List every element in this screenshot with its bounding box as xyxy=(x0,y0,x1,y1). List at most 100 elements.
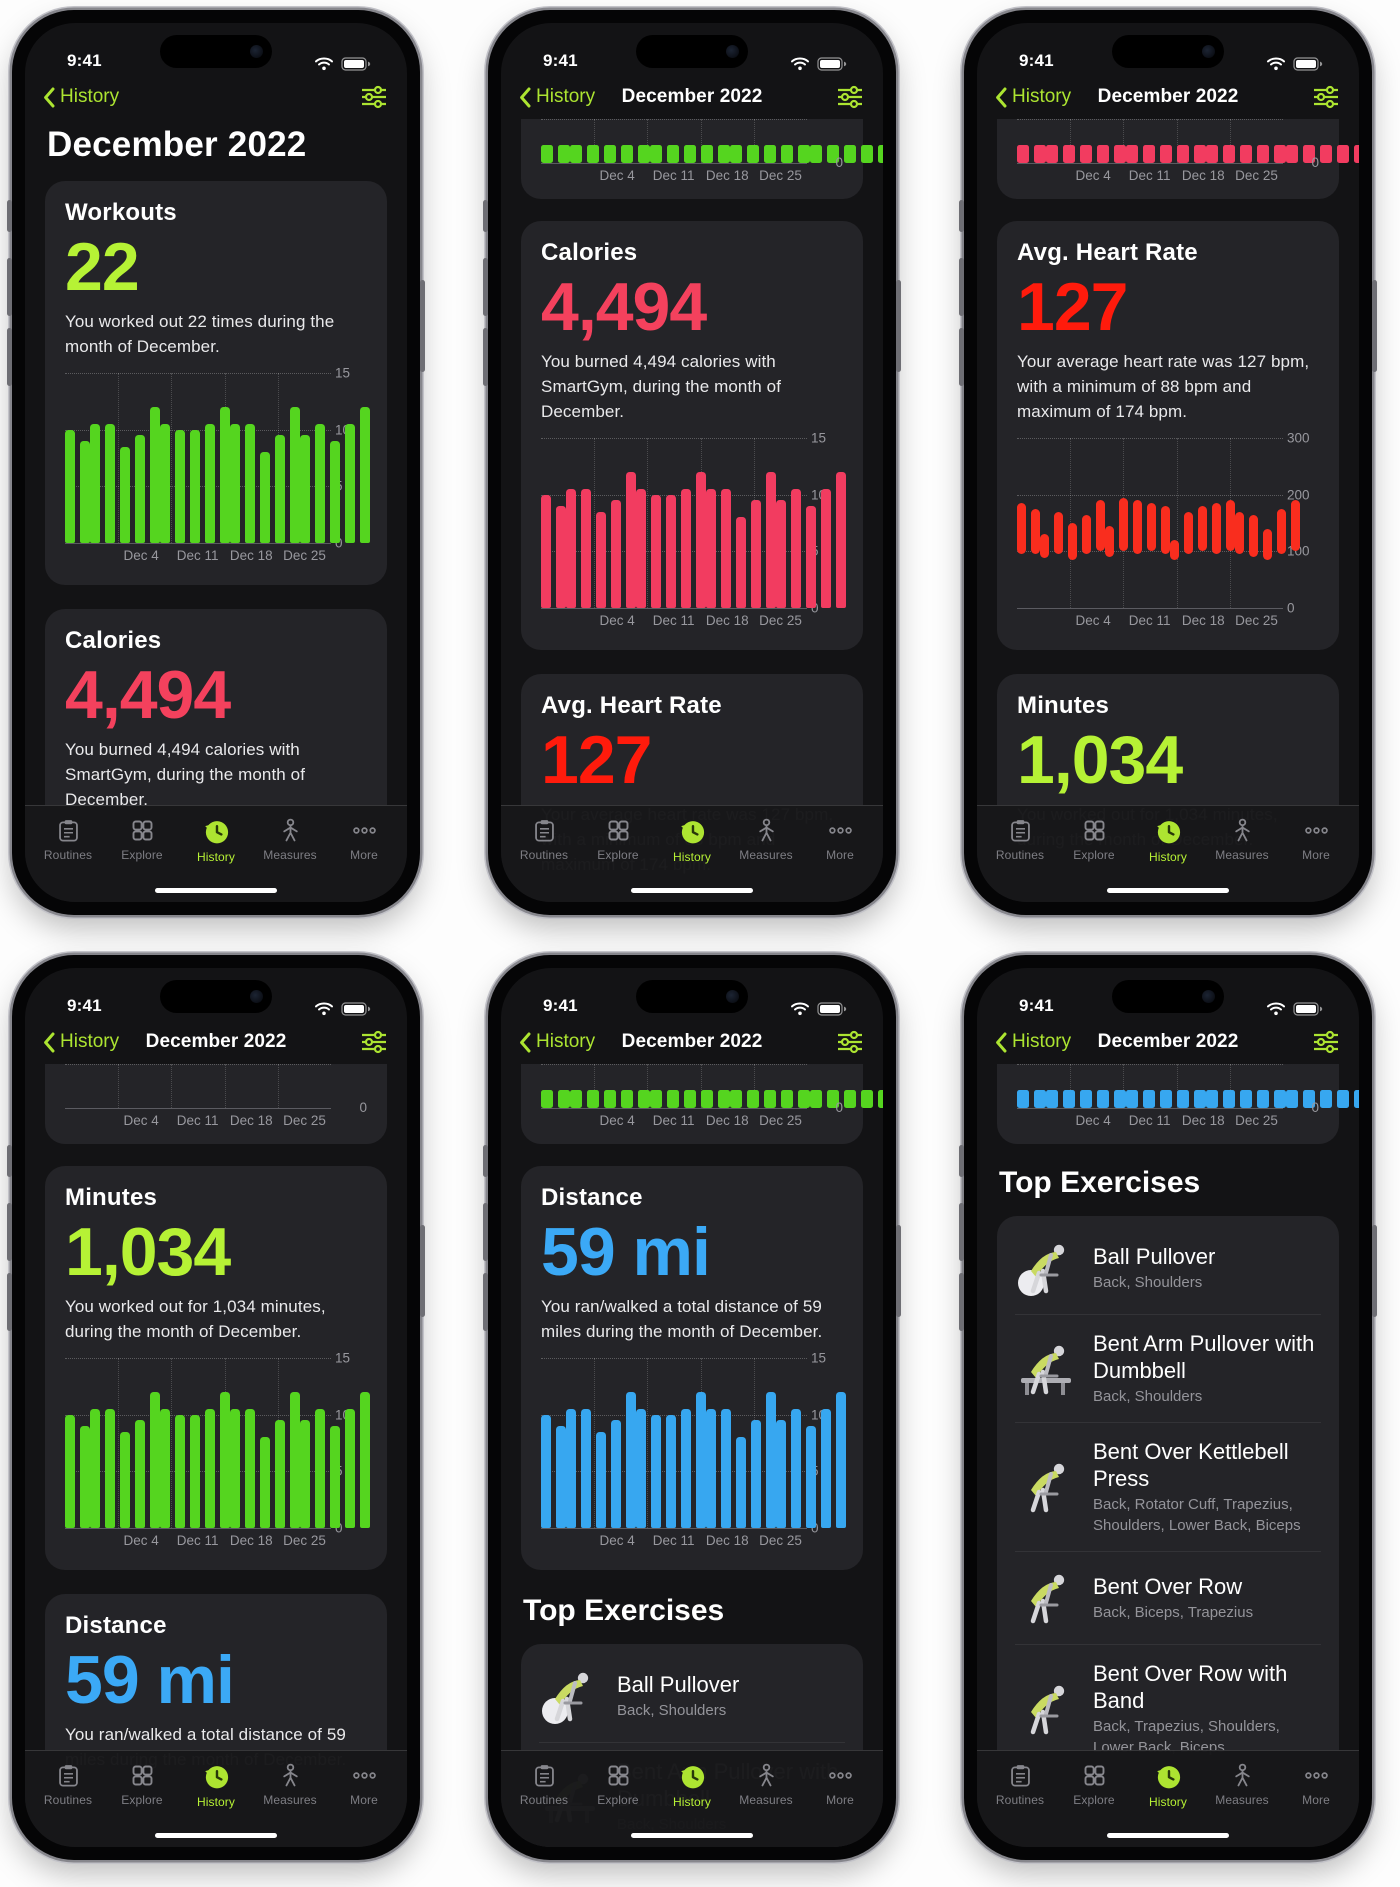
more-dots-icon xyxy=(828,1772,852,1779)
tab-explore[interactable]: Explore xyxy=(105,1762,179,1847)
page-large-title: December 2022 xyxy=(47,125,307,164)
tab-history[interactable]: History xyxy=(1131,1762,1205,1847)
tab-explore[interactable]: Explore xyxy=(581,817,655,902)
tab-more[interactable]: More xyxy=(1279,817,1353,902)
tab-history[interactable]: History xyxy=(179,817,253,902)
chart-bars xyxy=(1017,438,1300,608)
back-button[interactable]: History xyxy=(995,86,1071,108)
tab-measures[interactable]: Measures xyxy=(1205,1762,1279,1847)
exercise-list-item[interactable]: Ball Pullover Back, Shoulders xyxy=(1015,1222,1321,1315)
back-button[interactable]: History xyxy=(519,1031,595,1053)
tab-measures[interactable]: Measures xyxy=(1205,817,1279,902)
tab-label: Measures xyxy=(263,1793,317,1807)
filter-button[interactable] xyxy=(1311,84,1341,110)
tab-routines[interactable]: Routines xyxy=(983,817,1057,902)
filter-button[interactable] xyxy=(835,84,865,110)
volume-up-button xyxy=(7,258,12,316)
stat-card-minutes[interactable]: Minutes 1,034 You worked out for 1,034 min… xyxy=(45,1166,387,1570)
tab-more[interactable]: More xyxy=(803,817,877,902)
tab-more[interactable]: More xyxy=(327,1762,401,1847)
screen-content: 0 Dec 4 Dec 11 Dec 18 Dec 25 Calories 4,494 You… xyxy=(501,119,883,895)
tab-history[interactable]: History xyxy=(655,1762,729,1847)
chart-x-axis: Dec 4 Dec 11 Dec 18 Dec 25 xyxy=(541,608,807,632)
exercise-list-item[interactable]: Bent Over Row with Band Back, Trapezius, … xyxy=(1015,1645,1321,1773)
chart-week-group xyxy=(1235,438,1300,608)
power-button xyxy=(420,1225,425,1317)
exercise-list-item[interactable]: Bent Over Row Back, Biceps, Trapezius xyxy=(1015,1552,1321,1645)
exercise-figure-illustration xyxy=(1018,1244,1065,1296)
x-axis-tick-label: Dec 4 xyxy=(1075,168,1111,183)
top-exercises-header: Top Exercises xyxy=(999,1166,1201,1199)
chart-bar-bottom-stub xyxy=(1126,1090,1138,1108)
heart-rate-range-bar xyxy=(1263,528,1272,560)
measures-body-icon xyxy=(758,818,774,842)
chart-week-gridline xyxy=(277,1064,279,1108)
chart-bar xyxy=(275,435,285,543)
iphone-mockup-6: 9:41 History December 2022 0 Dec 4 Dec 11 De… xyxy=(959,955,1377,1860)
tab-routines[interactable]: Routines xyxy=(31,1762,105,1847)
explore-grid-icon xyxy=(1084,1765,1104,1786)
filter-button[interactable] xyxy=(359,1029,389,1055)
exercise-list-item[interactable]: Bent Over Kettlebell Press Back, Rotator … xyxy=(1015,1423,1321,1552)
chart-bar xyxy=(666,494,676,608)
chart-week-group xyxy=(300,373,370,543)
tab-explore[interactable]: Explore xyxy=(105,817,179,902)
filter-button[interactable] xyxy=(359,84,389,110)
back-button[interactable]: History xyxy=(519,86,595,108)
chart-tail-calories: 0 Dec 4 Dec 11 Dec 18 Dec 25 xyxy=(1017,119,1359,187)
filter-button[interactable] xyxy=(1311,1029,1341,1055)
tab-routines[interactable]: Routines xyxy=(31,817,105,902)
dynamic-island xyxy=(160,35,272,68)
chart-week-group xyxy=(570,1064,650,1108)
chart-tail-workouts: 0 Dec 4 Dec 11 Dec 18 Dec 25 xyxy=(541,119,883,187)
chart-distance: 151050Dec 4 Dec 11 Dec 18 Dec 25 xyxy=(541,1351,846,1552)
exercise-list-item[interactable]: Ball Pullover Back, Shoulders xyxy=(539,1650,845,1743)
tab-measures[interactable]: Measures xyxy=(729,1762,803,1847)
chart-bar-bottom-stub xyxy=(541,1090,553,1108)
tab-label: Explore xyxy=(121,848,163,862)
tab-more[interactable]: More xyxy=(803,1762,877,1847)
stat-card-distance[interactable]: Distance 59 mi You ran/walked a total dist… xyxy=(521,1166,863,1570)
chart-bar xyxy=(556,506,566,608)
heart-rate-range-bar xyxy=(1105,525,1114,557)
chart-week-group xyxy=(541,1064,570,1108)
x-axis-tick-label: Dec 25 xyxy=(1235,1113,1278,1128)
chart-bar-bottom-stub xyxy=(1303,145,1315,163)
chart-week-gridline xyxy=(753,119,755,163)
tab-routines[interactable]: Routines xyxy=(507,817,581,902)
tab-explore[interactable]: Explore xyxy=(581,1762,655,1847)
battery-icon xyxy=(1293,56,1323,71)
y-axis-tick-label: 0 xyxy=(335,535,343,551)
exercise-list-item[interactable]: Bent Arm Pullover with Dumbbell Back, Sho… xyxy=(1015,1315,1321,1423)
chart-bar-bottom-stub xyxy=(844,145,856,163)
nav-bar-title: December 2022 xyxy=(621,1031,763,1052)
chart-week-group xyxy=(810,119,883,163)
tab-measures[interactable]: Measures xyxy=(253,1762,327,1847)
tab-more[interactable]: More xyxy=(327,817,401,902)
tab-measures[interactable]: Measures xyxy=(253,817,327,902)
chart-baseline xyxy=(1017,163,1283,164)
tab-history[interactable]: History xyxy=(655,817,729,902)
stat-card-calories[interactable]: Calories 4,494 You burned 4,494 calories w… xyxy=(521,221,863,650)
stat-card-value: 59 mi xyxy=(541,1214,711,1290)
filter-button[interactable] xyxy=(835,1029,865,1055)
back-button[interactable]: History xyxy=(43,86,119,108)
exercise-name: Bent Over Row with Band xyxy=(1093,1661,1288,1713)
chart-bar-bottom-stub xyxy=(747,1090,759,1108)
tab-measures[interactable]: Measures xyxy=(729,817,803,902)
tab-history[interactable]: History xyxy=(179,1762,253,1847)
tab-explore[interactable]: Explore xyxy=(1057,1762,1131,1847)
chart-bar xyxy=(791,489,801,608)
stat-card-heart[interactable]: Avg. Heart Rate 127 Your average heart rat… xyxy=(997,221,1339,650)
chart-bar xyxy=(345,424,355,543)
tab-routines[interactable]: Routines xyxy=(983,1762,1057,1847)
tab-routines[interactable]: Routines xyxy=(507,1762,581,1847)
chart-week-gridline xyxy=(647,1358,649,1528)
back-button[interactable]: History xyxy=(995,1031,1071,1053)
tab-more[interactable]: More xyxy=(1279,1762,1353,1847)
stat-card-calories[interactable]: Calories 4,494 You burned 4,494 calories w… xyxy=(45,609,387,830)
tab-explore[interactable]: Explore xyxy=(1057,817,1131,902)
back-button[interactable]: History xyxy=(43,1031,119,1053)
tab-history[interactable]: History xyxy=(1131,817,1205,902)
stat-card-workouts[interactable]: Workouts 22 You worked out 22 times during… xyxy=(45,181,387,585)
